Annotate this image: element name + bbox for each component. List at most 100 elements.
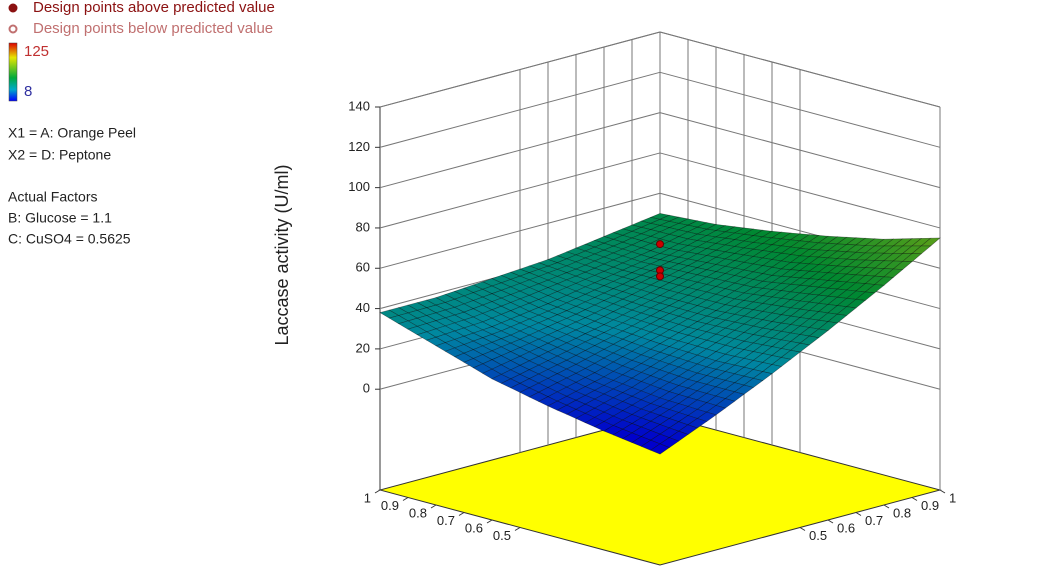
surface-patch [771, 290, 792, 299]
surface-patch [575, 301, 596, 311]
x1-tick-label: 0.9 [381, 498, 399, 513]
legend-marker [8, 24, 18, 34]
z-tick-label: 40 [356, 300, 370, 315]
surface-patch [715, 251, 736, 260]
surface-patch [537, 360, 559, 370]
x2-tick-label: 0.8 [893, 505, 911, 520]
surface-patch [575, 358, 596, 369]
surface-patch [407, 317, 428, 327]
surface-patch [407, 309, 428, 319]
surface-patch [743, 286, 764, 295]
surface-patch [425, 304, 447, 314]
surface-patch [659, 313, 680, 322]
surface-patch [799, 263, 820, 272]
surface-patch [687, 260, 708, 269]
surface-patch [491, 355, 512, 366]
surface-patch [528, 283, 549, 292]
z-tick-label: 80 [356, 219, 370, 234]
surface-patch [864, 284, 885, 294]
surface-patch [659, 354, 680, 365]
surface-patch [631, 417, 652, 428]
surface-patch [743, 342, 764, 352]
x1-tick-label: 0.7 [437, 513, 455, 528]
surface-patch [892, 260, 913, 270]
surface-patch [547, 400, 568, 411]
surface-patch [771, 348, 792, 358]
surface-patch [556, 294, 577, 304]
x1-tick [402, 497, 409, 501]
surface-patch [575, 279, 596, 288]
surface-patch [771, 231, 792, 240]
surface-patch [650, 443, 670, 455]
surface-patch [603, 352, 624, 363]
x2-tick-label: 0.9 [921, 498, 939, 513]
surface-patch [565, 254, 587, 263]
surface-patch [603, 319, 624, 329]
surface-patch [472, 363, 493, 374]
surface-patch [771, 330, 792, 341]
surface-patch [575, 368, 596, 378]
surface-patch [603, 266, 624, 275]
surface-patch [425, 312, 447, 322]
x2-tick [855, 512, 862, 516]
z-tick-label: 0 [363, 381, 370, 396]
surface-patch [537, 295, 559, 305]
surface-patch [537, 279, 559, 288]
surface-patch [799, 335, 820, 346]
surface-patch [687, 267, 708, 276]
surface-patch [575, 341, 596, 351]
x2-tick [799, 527, 806, 531]
surface-patch [416, 331, 437, 341]
surface-patch [752, 371, 773, 381]
surface-patch [481, 341, 503, 352]
x2-tick [827, 519, 834, 524]
surface-patch [453, 311, 475, 321]
surface-patch [631, 390, 652, 401]
surface-patch [799, 234, 820, 243]
surface-patch [827, 243, 848, 252]
surface-patch [743, 235, 764, 243]
surface-patch [500, 378, 521, 389]
surface-patch [575, 286, 596, 295]
surface-patch [453, 303, 475, 313]
surface-patch [575, 386, 596, 396]
surface-patch [444, 306, 465, 316]
z-tick-label: 20 [356, 340, 370, 355]
legend-label: Design points below predicted value [33, 20, 273, 37]
surface-patch [687, 289, 708, 298]
surface-patch [715, 288, 736, 297]
surface-patch [603, 371, 624, 381]
surface-patch [799, 327, 820, 337]
surface-patch [425, 336, 447, 347]
surface-patch [435, 325, 456, 335]
z-axis-label: Laccase activity (U/ml) [272, 164, 292, 345]
surface-patch [855, 283, 876, 293]
surface-patch [715, 312, 736, 321]
surface-patch [659, 427, 680, 438]
x2-tick [939, 489, 946, 494]
x1-tick [374, 489, 381, 494]
factor-label: X2 = D: Peptone [8, 147, 111, 163]
surface-patch [855, 259, 876, 268]
surface-patch [425, 297, 447, 306]
surface-patch [603, 259, 624, 268]
surface-patch [659, 381, 680, 393]
surface-patch [631, 220, 652, 228]
surface-patch [397, 312, 419, 322]
surface-patch [453, 295, 475, 305]
surface-patch [444, 347, 465, 358]
surface-patch [612, 291, 633, 300]
x1-tick [430, 504, 437, 509]
surface-patch [855, 237, 876, 246]
x2-tick-label: 0.6 [837, 520, 855, 535]
surface-patch [528, 364, 549, 375]
surface-patch [855, 275, 876, 284]
surface-patch [771, 260, 792, 270]
x2-tick-label: 0.7 [865, 513, 883, 528]
legend: Design points above predicted value Desig… [8, 0, 275, 37]
x1-tick-label: 1 [364, 490, 371, 505]
surface-patch [631, 436, 652, 447]
actual-factor: B: Glucose = 1.1 [8, 210, 112, 226]
surface-patch [743, 271, 764, 280]
